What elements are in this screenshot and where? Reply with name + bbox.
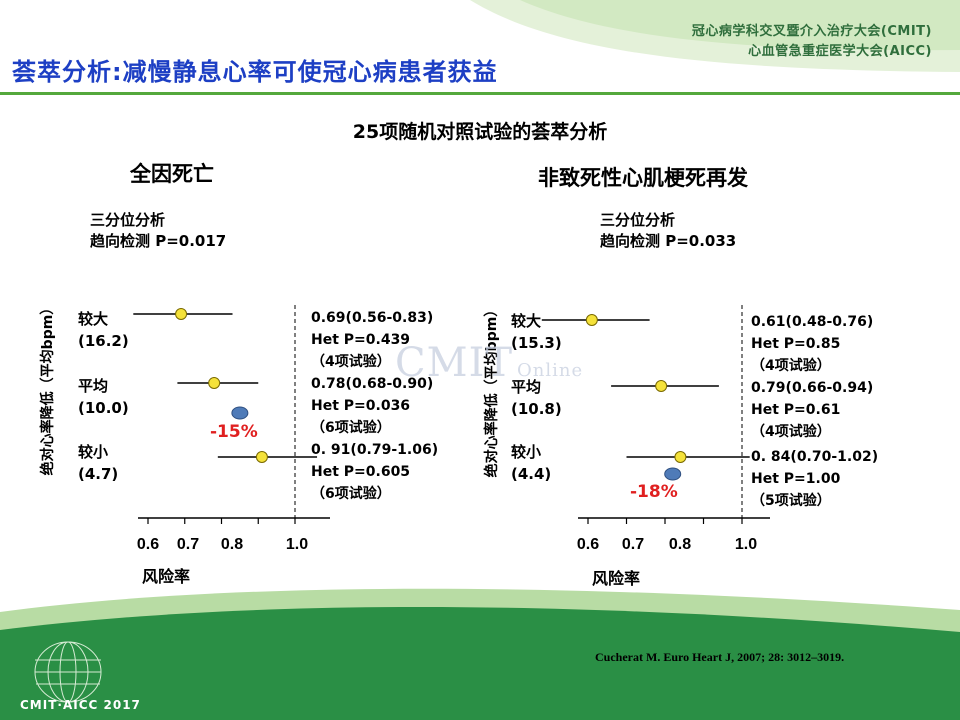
slide-subtitle: 25项随机对照试验的荟萃分析	[352, 121, 608, 143]
panel-left-tertile-line1: 三分位分析	[90, 211, 166, 229]
group-name: 较大	[511, 312, 542, 330]
group-hr-reduction: (10.8)	[511, 400, 562, 418]
ci-text: 0.79(0.66-0.94)	[751, 380, 874, 396]
ci-text: 0. 91(0.79-1.06)	[311, 442, 439, 458]
het-text: Het P=0.61	[751, 402, 841, 418]
group-name: 较小	[78, 443, 109, 461]
het-text: Het P=0.439	[311, 332, 411, 348]
watermark-small-text: Online	[517, 360, 584, 381]
panel-left-y-axis-label: 绝对心率降低（平均bpm）	[40, 300, 56, 476]
group-name: 平均	[511, 378, 542, 396]
panel-left-stats-large: 0.69(0.56-0.83) Het P=0.439 （4项试验）	[311, 307, 433, 373]
panel-left-group-average: 平均 (10.0)	[78, 375, 129, 419]
panel-left-tertile-label: 三分位分析 趋向检测 P=0.017	[90, 210, 226, 252]
ci-text: 0.69(0.56-0.83)	[311, 310, 434, 326]
group-hr-reduction: (4.4)	[511, 465, 552, 483]
panel-right-group-large: 较大 (15.3)	[511, 310, 562, 354]
panel-left-stats-average: 0.78(0.68-0.90) Het P=0.036 （6项试验）	[311, 373, 433, 439]
citation: Cucherat M. Euro Heart J, 2007; 28: 3012…	[595, 650, 845, 664]
panel-right-tertile-label: 三分位分析 趋向检测 P=0.033	[600, 210, 736, 252]
panel-right-y-axis-label: 绝对心率降低（平均bpm）	[484, 302, 500, 478]
cmit-online-watermark: CMIT Online	[395, 340, 583, 386]
panel-right-reduction-label: -18%	[630, 482, 678, 502]
panel-right-group-small: 较小 (4.4)	[511, 441, 551, 485]
panel-right-x-axis-label: 风险率	[592, 569, 641, 588]
panel-left-reduction-label: -15%	[210, 422, 258, 442]
conference-name-cmit: 冠心病学科交叉暨介入治疗大会(CMIT)	[691, 24, 932, 39]
panel-left-group-small: 较小 (4.7)	[78, 441, 118, 485]
trials-text: （4项试验）	[751, 358, 831, 374]
group-hr-reduction: (4.7)	[78, 465, 119, 483]
conference-logo-text: CMIT·AICC 2017	[20, 698, 141, 712]
group-hr-reduction: (16.2)	[78, 332, 129, 350]
het-text: Het P=0.036	[311, 398, 411, 414]
trials-text: （5项试验）	[751, 493, 831, 509]
group-name: 较小	[511, 443, 542, 461]
trials-text: （4项试验）	[311, 354, 391, 370]
trials-text: （4项试验）	[751, 424, 831, 440]
title-divider	[0, 92, 960, 95]
ci-text: 0. 84(0.70-1.02)	[751, 449, 879, 465]
panel-right-tertile-line1: 三分位分析	[600, 211, 676, 229]
panel-right-stats-average: 0.79(0.66-0.94) Het P=0.61 （4项试验）	[751, 377, 873, 443]
panel-left-stats-small: 0. 91(0.79-1.06) Het P=0.605 （6项试验）	[311, 439, 438, 505]
panel-right-group-average: 平均 (10.8)	[511, 376, 562, 420]
het-text: Het P=1.00	[751, 471, 841, 487]
group-name: 较大	[78, 310, 109, 328]
globe-logo	[34, 641, 102, 703]
ci-text: 0.61(0.48-0.76)	[751, 314, 874, 330]
ci-text: 0.78(0.68-0.90)	[311, 376, 434, 392]
trials-text: （6项试验）	[311, 420, 391, 436]
watermark-text: CMIT	[395, 340, 514, 386]
trials-text: （6项试验）	[311, 486, 391, 502]
group-hr-reduction: (15.3)	[511, 334, 562, 352]
panel-right-stats-small: 0. 84(0.70-1.02) Het P=1.00 （5项试验）	[751, 446, 878, 512]
panel-right-heading: 非致死性心肌梗死再发	[538, 166, 748, 190]
het-text: Het P=0.605	[311, 464, 411, 480]
het-text: Het P=0.85	[751, 336, 841, 352]
group-hr-reduction: (10.0)	[78, 399, 129, 417]
panel-right-stats-large: 0.61(0.48-0.76) Het P=0.85 （4项试验）	[751, 311, 873, 377]
conference-name-aicc: 心血管急重症医学大会(AICC)	[748, 44, 932, 59]
panel-left-trend-test: 趋向检测 P=0.017	[90, 232, 227, 250]
panel-left-x-axis-label: 风险率	[142, 567, 191, 586]
panel-left-group-large: 较大 (16.2)	[78, 308, 129, 352]
panel-left-heading: 全因死亡	[130, 162, 214, 186]
group-name: 平均	[78, 377, 109, 395]
slide-title: 荟萃分析:减慢静息心率可使冠心病患者获益	[12, 58, 498, 86]
panel-right-trend-test: 趋向检测 P=0.033	[600, 232, 737, 250]
